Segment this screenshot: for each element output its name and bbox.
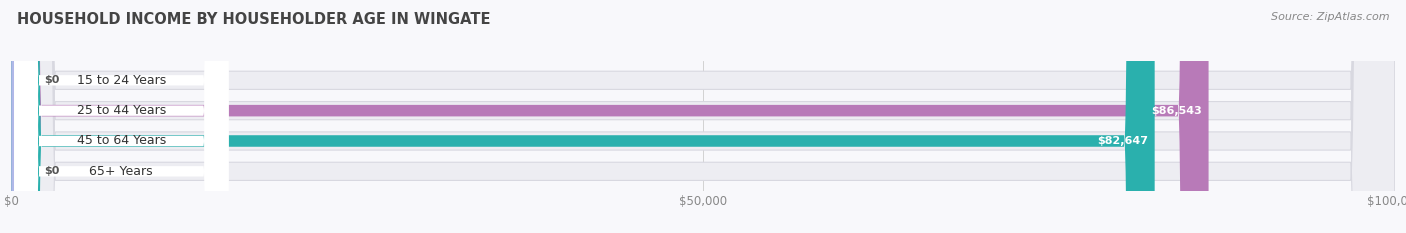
FancyBboxPatch shape	[11, 0, 1395, 233]
Text: Source: ZipAtlas.com: Source: ZipAtlas.com	[1271, 12, 1389, 22]
Text: $0: $0	[45, 166, 60, 176]
FancyBboxPatch shape	[11, 0, 37, 233]
FancyBboxPatch shape	[11, 0, 1209, 233]
FancyBboxPatch shape	[11, 0, 37, 233]
FancyBboxPatch shape	[11, 0, 1395, 233]
Text: 15 to 24 Years: 15 to 24 Years	[76, 74, 166, 87]
FancyBboxPatch shape	[14, 0, 228, 233]
FancyBboxPatch shape	[14, 0, 228, 233]
FancyBboxPatch shape	[14, 0, 228, 233]
Text: $82,647: $82,647	[1097, 136, 1147, 146]
FancyBboxPatch shape	[14, 0, 228, 233]
FancyBboxPatch shape	[11, 0, 1154, 233]
Text: HOUSEHOLD INCOME BY HOUSEHOLDER AGE IN WINGATE: HOUSEHOLD INCOME BY HOUSEHOLDER AGE IN W…	[17, 12, 491, 27]
Text: 25 to 44 Years: 25 to 44 Years	[76, 104, 166, 117]
FancyBboxPatch shape	[11, 0, 1395, 233]
FancyBboxPatch shape	[11, 0, 1395, 233]
Text: 65+ Years: 65+ Years	[90, 165, 153, 178]
Text: $86,543: $86,543	[1152, 106, 1202, 116]
Text: $0: $0	[45, 75, 60, 85]
Text: 45 to 64 Years: 45 to 64 Years	[76, 134, 166, 147]
